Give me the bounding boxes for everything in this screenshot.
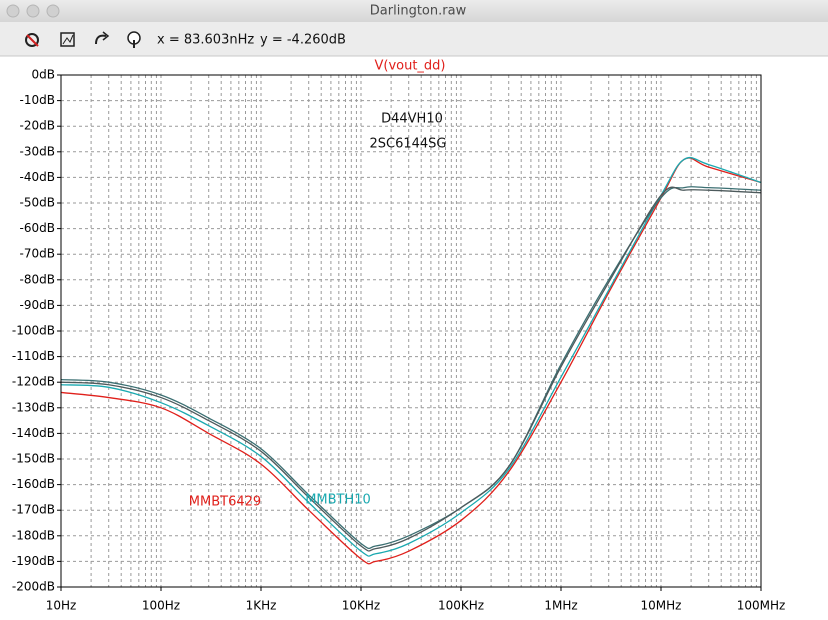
y-tick-label: -150dB xyxy=(12,452,55,466)
y-tick-label: -140dB xyxy=(12,426,55,440)
undo-icon[interactable] xyxy=(95,31,110,45)
minimize-button[interactable] xyxy=(26,4,40,18)
legend-label: MMBT6429 xyxy=(189,495,261,510)
curve xyxy=(60,186,762,550)
labels: 0dB -10dB -20dB -30dB -40dB -50dB -60dB -70dB -8… xyxy=(12,68,785,613)
x-tick-label: 10KHz xyxy=(342,599,380,613)
zoom-out-icon[interactable] xyxy=(25,33,39,47)
curve xyxy=(60,156,762,557)
chart-title: V(vout_dd) xyxy=(374,59,445,74)
curves xyxy=(60,156,762,565)
y-tick-label: -160dB xyxy=(12,477,55,491)
y-tick-label: -100dB xyxy=(12,324,55,338)
close-button[interactable] xyxy=(6,4,20,18)
y-tick-label: -50dB xyxy=(20,196,55,210)
x-tick-label: 100Hz xyxy=(142,599,180,613)
y-tick-label: -80dB xyxy=(20,272,55,286)
y-tick-label: -180dB xyxy=(12,528,55,542)
y-tick-label: -70dB xyxy=(20,247,55,261)
x-tick-label: 1KHz xyxy=(246,599,277,613)
x-tick-label: 1MHz xyxy=(544,599,577,613)
y-tick-label: -120dB xyxy=(12,375,55,389)
cursor-y-readout: y = -4.260dB xyxy=(260,33,346,48)
plot-frame xyxy=(60,74,762,588)
y-tick-label: -10dB xyxy=(20,93,55,107)
legend-label: D44VH10 xyxy=(381,112,443,127)
y-tick-label: -20dB xyxy=(20,119,55,133)
y-tick-label: -190dB xyxy=(12,554,55,568)
y-tick-label: -130dB xyxy=(12,400,55,414)
y-tick-label: -40dB xyxy=(20,170,55,184)
x-tick-label: 100MHz xyxy=(737,599,786,613)
y-tick-label: -110dB xyxy=(12,349,55,363)
legend-label: MMBTH10 xyxy=(305,493,371,508)
x-tick-label: 10Hz xyxy=(46,599,77,613)
toolbar xyxy=(0,22,828,56)
cursor-x-readout: x = 83.603nHz xyxy=(157,33,254,48)
y-tick-label: -60dB xyxy=(20,221,55,235)
y-tick-label: -200dB xyxy=(12,580,55,594)
x-tick-label: 100KHz xyxy=(438,599,484,613)
zoom-button[interactable] xyxy=(46,4,60,18)
x-tick-label: 10MHz xyxy=(641,599,682,613)
y-tick-label: -90dB xyxy=(20,298,55,312)
title-bar xyxy=(0,0,828,22)
window-title: Darlington.raw xyxy=(370,4,467,19)
probe-icon[interactable] xyxy=(127,31,141,48)
y-tick-label: 0dB xyxy=(32,68,55,82)
y-tick-label: -170dB xyxy=(12,503,55,517)
y-tick-label: -30dB xyxy=(20,144,55,158)
zoom-fit-icon[interactable] xyxy=(60,32,75,47)
curve xyxy=(60,186,762,552)
legend-label: 2SC6144SG xyxy=(369,137,446,152)
